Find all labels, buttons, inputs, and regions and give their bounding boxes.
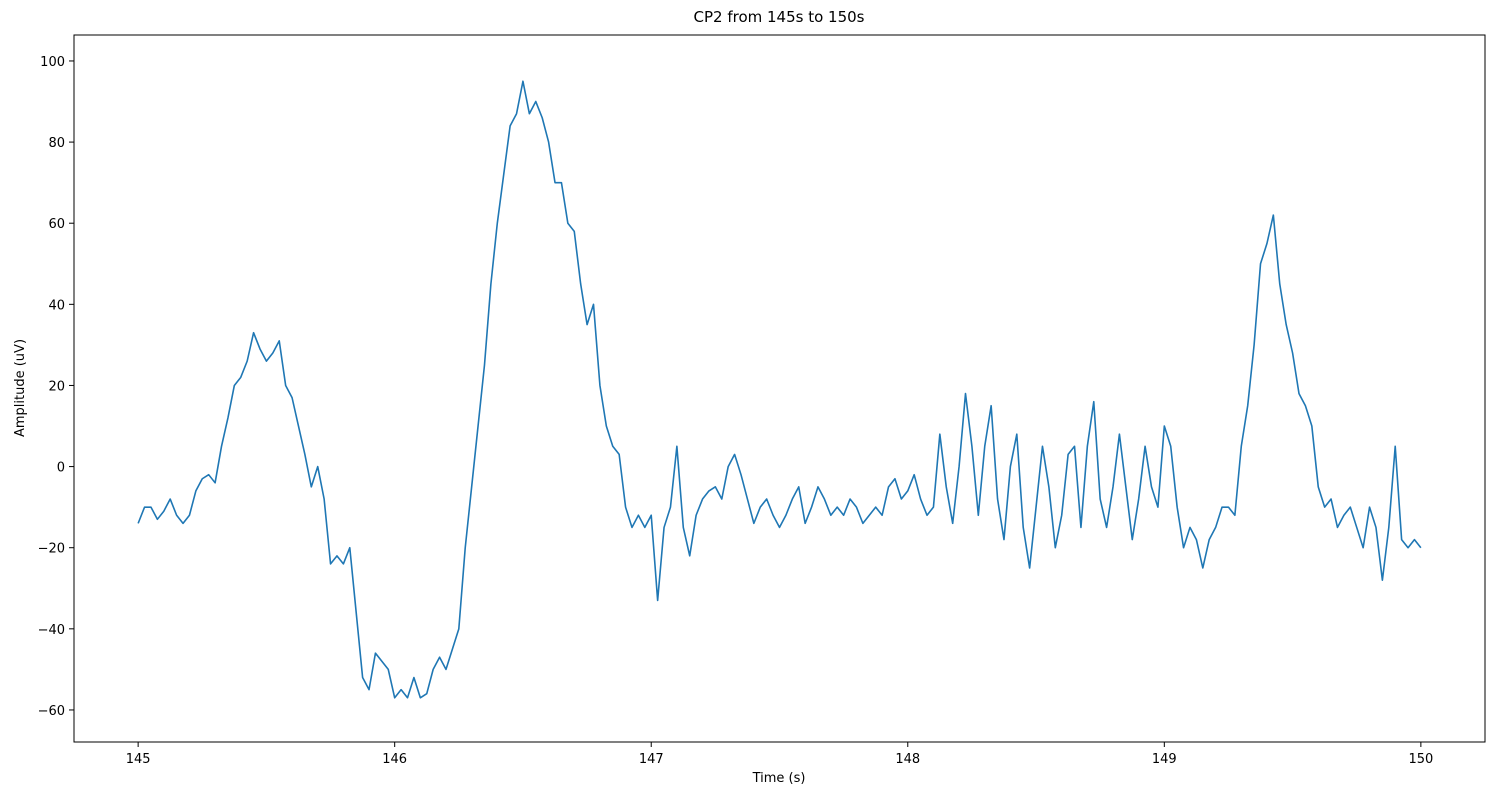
y-tick-label: 80 <box>48 136 65 151</box>
y-tick-label: 0 <box>57 461 65 476</box>
plot-frame <box>73 34 1486 743</box>
y-axis-label: Amplitude (uV) <box>13 339 28 437</box>
signal-line <box>137 80 1422 699</box>
y-tick-label: 60 <box>48 217 65 232</box>
x-axis-label: Time (s) <box>752 771 806 786</box>
y-tick-label: 100 <box>40 55 65 70</box>
x-tick-label: 148 <box>895 752 920 767</box>
x-tick-label: 149 <box>1152 752 1177 767</box>
chart-title: CP2 from 145s to 150s <box>694 8 865 26</box>
x-tick-label: 146 <box>382 752 407 767</box>
y-tick-label: −60 <box>38 704 65 719</box>
y-tick-label: −20 <box>38 542 65 557</box>
y-tick-label: −40 <box>38 623 65 638</box>
x-tick-label: 147 <box>639 752 664 767</box>
y-tick-label: 20 <box>48 379 65 394</box>
x-tick-label: 145 <box>126 752 151 767</box>
x-tick-label: 150 <box>1408 752 1433 767</box>
y-tick-label: 40 <box>48 298 65 313</box>
